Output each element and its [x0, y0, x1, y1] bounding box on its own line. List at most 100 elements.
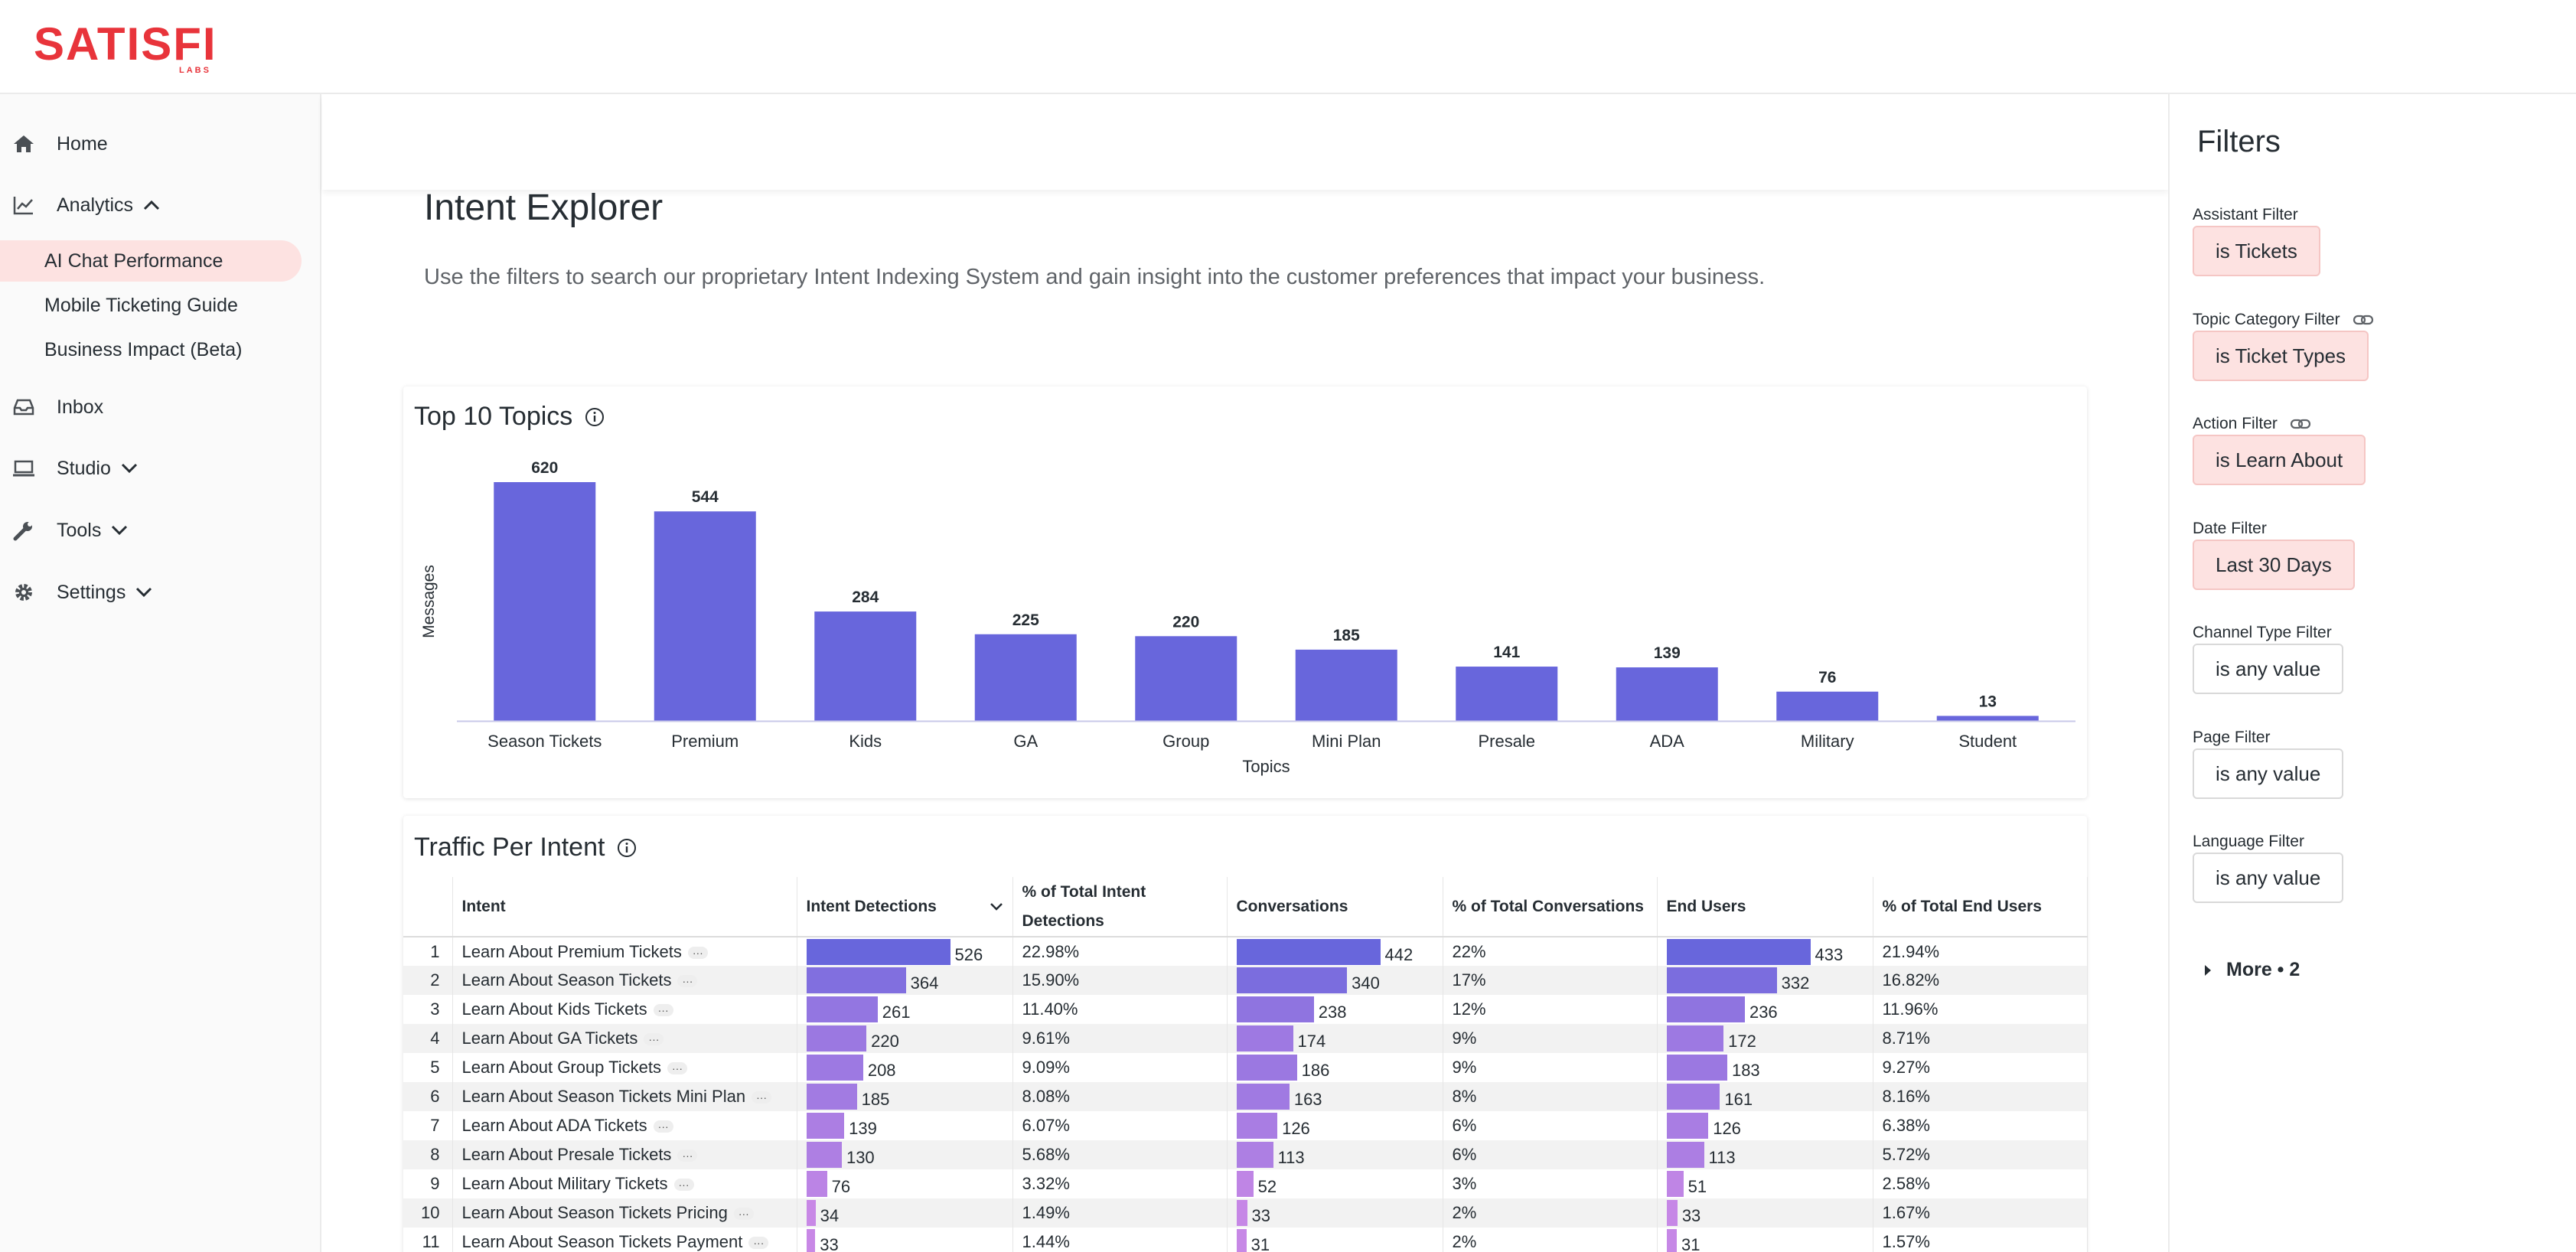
table-row[interactable]: 7 Learn About ADA Tickets ··· 139 6.07% 126 6%… [403, 1111, 2088, 1140]
intent-cell[interactable]: Learn About Season Tickets Mini Plan ··· [452, 1082, 797, 1111]
intent-name: Learn About Military Tickets [461, 1174, 668, 1193]
more-options-icon[interactable]: ··· [748, 1237, 769, 1250]
bar-ga[interactable] [974, 634, 1077, 721]
table-row[interactable]: 5 Learn About Group Tickets ··· 208 9.09% 186… [403, 1053, 2088, 1082]
sidebar-item-settings[interactable]: Settings [0, 567, 321, 618]
bar-student[interactable] [1936, 716, 2039, 721]
top-topics-card: Top 10 Topics Messages 620 Season Tickets 5… [403, 386, 2087, 798]
pct-conversations-cell: 22% [1443, 937, 1658, 966]
pct-intent-detections-cell: 11.40% [1012, 995, 1228, 1024]
assistant-filter-value-chip[interactable]: is Tickets [2193, 226, 2320, 276]
filter-label-text: Page Filter [2193, 729, 2271, 746]
channel-type-filter-value-chip[interactable]: is any value [2193, 644, 2344, 694]
chevron-up-icon[interactable] [142, 199, 161, 211]
table-row[interactable]: 1 Learn About Premium Tickets ··· 526 22.98%… [403, 937, 2088, 966]
chevron-down-icon[interactable] [135, 586, 153, 598]
bar-mini-plan[interactable] [1295, 649, 1397, 721]
bar-group[interactable] [1135, 636, 1237, 721]
column-header-pct-end-users[interactable]: % of Total End Users [1873, 877, 2088, 937]
table-row[interactable]: 4 Learn About GA Tickets ··· 220 9.61% 174 9% 1… [403, 1024, 2088, 1053]
language-filter-value-chip[interactable]: is any value [2193, 853, 2344, 903]
intent-cell[interactable]: Learn About Premium Tickets ··· [452, 937, 797, 966]
sidebar-subitem-business-impact[interactable]: Business Impact (Beta) [0, 329, 302, 370]
sidebar-item-inbox[interactable]: Inbox [0, 382, 321, 432]
more-options-icon[interactable]: ··· [673, 1179, 694, 1192]
action-filter-value-chip[interactable]: is Learn About [2193, 435, 2366, 485]
more-options-icon[interactable]: ··· [667, 1062, 687, 1075]
bar-kids[interactable] [814, 611, 917, 721]
table-row[interactable]: 8 Learn About Presale Tickets ··· 130 5.68% 1… [403, 1140, 2088, 1169]
pct-intent-detections-cell: 15.90% [1012, 966, 1228, 995]
intent-detections-cell: 208 [797, 1053, 1013, 1082]
more-options-icon[interactable]: ··· [752, 1091, 772, 1104]
sidebar-subitem-mobile-ticketing-guide[interactable]: Mobile Ticketing Guide [0, 285, 302, 326]
more-options-icon[interactable]: ··· [653, 1120, 673, 1133]
sidebar-item-analytics[interactable]: Analytics [0, 180, 321, 230]
sidebar-item-studio[interactable]: Studio [0, 443, 321, 494]
end-users-cell: 51 [1657, 1169, 1873, 1198]
column-header-pct-intent-detections[interactable]: % of Total Intent Detections [1012, 877, 1228, 937]
pct-end-users-cell: 1.57% [1873, 1228, 2088, 1252]
table-row[interactable]: 11 Learn About Season Tickets Payment ··· 3… [403, 1228, 2088, 1252]
satisfi-logo[interactable]: SATISFI LABS [34, 20, 217, 76]
info-icon[interactable] [585, 407, 605, 427]
intent-name: Learn About Season Tickets Pricing [461, 1203, 728, 1222]
intent-cell[interactable]: Learn About Group Tickets ··· [452, 1053, 797, 1082]
bar-presale[interactable] [1456, 667, 1558, 721]
more-filters-toggle[interactable]: More • 2 [2203, 959, 2300, 981]
column-header-intent[interactable]: Intent [452, 877, 797, 937]
more-options-icon[interactable]: ··· [644, 1033, 664, 1046]
column-header-intent-detections[interactable]: Intent Detections [797, 877, 1013, 937]
bar-ada[interactable] [1616, 667, 1718, 721]
link-icon[interactable] [2290, 418, 2311, 430]
more-options-icon[interactable]: ··· [653, 1004, 673, 1017]
table-row[interactable]: 2 Learn About Season Tickets ··· 364 15.90% 3… [403, 966, 2088, 995]
bar-military[interactable] [1776, 691, 1879, 721]
intent-cell[interactable]: Learn About GA Tickets ··· [452, 1024, 797, 1053]
column-header-conversations[interactable]: Conversations [1227, 877, 1443, 937]
intent-cell[interactable]: Learn About Season Tickets Payment ··· [452, 1228, 797, 1252]
topic-category-filter-value-chip[interactable]: is Ticket Types [2193, 331, 2369, 381]
table-row[interactable]: 3 Learn About Kids Tickets ··· 261 11.40% 238… [403, 995, 2088, 1024]
intent-cell[interactable]: Learn About Military Tickets ··· [452, 1169, 797, 1198]
column-header-pct-conversations[interactable]: % of Total Conversations [1443, 877, 1658, 937]
table-row[interactable]: 6 Learn About Season Tickets Mini Plan ···… [403, 1082, 2088, 1111]
sidebar-item-tools[interactable]: Tools [0, 505, 321, 556]
x-tick-label: Season Tickets [487, 732, 602, 751]
value-label: 261 [882, 1003, 911, 1022]
conversations-cell: 126 [1227, 1111, 1443, 1140]
intent-cell[interactable]: Learn About Season Tickets Pricing ··· [452, 1198, 797, 1228]
pct-intent-detections-cell: 5.68% [1012, 1140, 1228, 1169]
intent-cell[interactable]: Learn About ADA Tickets ··· [452, 1111, 797, 1140]
intent-cell[interactable]: Learn About Season Tickets ··· [452, 966, 797, 995]
more-options-icon[interactable]: ··· [677, 975, 698, 988]
intent-detections-cell: 526 [797, 937, 1013, 966]
intent-cell[interactable]: Learn About Presale Tickets ··· [452, 1140, 797, 1169]
table-body: 1 Learn About Premium Tickets ··· 526 22.98%… [403, 937, 2088, 1252]
more-options-icon[interactable]: ··· [687, 946, 708, 959]
bar-premium[interactable] [654, 511, 756, 721]
chevron-down-icon[interactable] [120, 462, 139, 474]
intent-cell[interactable]: Learn About Kids Tickets ··· [452, 995, 797, 1024]
value-bar [806, 939, 951, 965]
date-filter-value-chip[interactable]: Last 30 Days [2193, 540, 2355, 590]
info-icon[interactable] [617, 838, 637, 858]
more-options-icon[interactable]: ··· [677, 1149, 698, 1162]
link-icon[interactable] [2353, 314, 2374, 326]
top-bar: SATISFI LABS [0, 0, 2576, 94]
table-row[interactable]: 10 Learn About Season Tickets Pricing ··· 3… [403, 1198, 2088, 1228]
sidebar-subitem-ai-chat-performance[interactable]: AI Chat Performance [0, 240, 302, 282]
bar-season-tickets[interactable] [494, 482, 596, 721]
x-tick-label: Military [1801, 732, 1854, 751]
chevron-down-icon[interactable] [110, 524, 129, 536]
column-header-end-users[interactable]: End Users [1657, 877, 1873, 937]
conversations-cell: 340 [1227, 966, 1443, 995]
page-filter-value-chip[interactable]: is any value [2193, 748, 2344, 799]
bar-data-label: 139 [1654, 644, 1681, 662]
pct-intent-detections-cell: 3.32% [1012, 1169, 1228, 1198]
table-row[interactable]: 9 Learn About Military Tickets ··· 76 3.32% 5… [403, 1169, 2088, 1198]
sidebar-item-home[interactable]: Home [0, 119, 321, 169]
more-options-icon[interactable]: ··· [733, 1208, 754, 1221]
pct-conversations-cell: 9% [1443, 1053, 1658, 1082]
sort-descending-icon[interactable] [990, 892, 1003, 921]
